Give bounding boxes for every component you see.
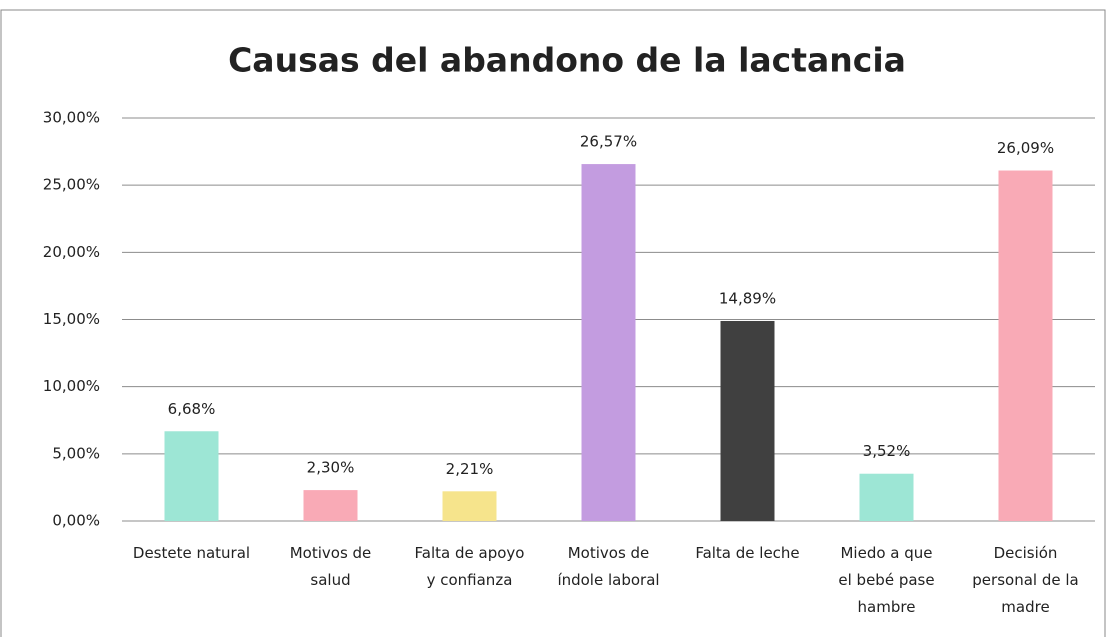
data-label: 2,30% — [307, 459, 355, 477]
data-label: 6,68% — [168, 400, 216, 418]
bar — [581, 164, 636, 521]
bar — [998, 170, 1053, 521]
y-tick-label: 25,00% — [43, 176, 100, 194]
y-tick-label: 0,00% — [52, 512, 100, 530]
data-label: 26,09% — [997, 139, 1054, 157]
y-tick-label: 30,00% — [43, 109, 100, 127]
data-label: 2,21% — [446, 460, 494, 478]
x-tick-label: Falta de apoyo y confianza — [414, 544, 525, 589]
data-label: 26,57% — [580, 133, 637, 151]
y-tick-label: 5,00% — [52, 444, 100, 462]
x-tick-label: Motivos de salud — [289, 544, 372, 589]
x-tick-label: Motivos de índole laboral — [557, 544, 660, 589]
bar — [720, 320, 775, 521]
chart-border — [0, 9, 1106, 637]
y-tick-label: 20,00% — [43, 243, 100, 261]
bar — [303, 490, 358, 521]
bar — [442, 491, 497, 521]
x-tick-label: Falta de leche — [695, 544, 800, 562]
x-tick-label: Destete natural — [132, 544, 251, 562]
x-tick-label: Miedo a que el bebé pase hambre — [838, 544, 935, 616]
bar — [164, 431, 219, 521]
bar — [859, 473, 914, 521]
x-tick-label: Decisión personal de la madre — [972, 544, 1079, 616]
data-label: 14,89% — [719, 289, 776, 307]
y-tick-label: 10,00% — [43, 377, 100, 395]
data-label: 3,52% — [863, 442, 911, 460]
y-tick-label: 15,00% — [43, 310, 100, 328]
chart-title: Causas del abandono de la lactancia — [228, 41, 906, 80]
